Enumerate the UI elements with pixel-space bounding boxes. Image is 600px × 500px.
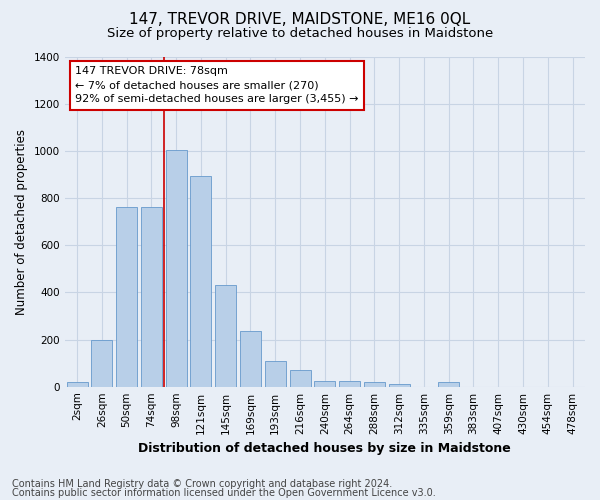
Bar [166, 150, 187, 386]
Text: 147 TREVOR DRIVE: 78sqm
← 7% of detached houses are smaller (270)
92% of semi-de: 147 TREVOR DRIVE: 78sqm ← 7% of detached… [75, 66, 359, 104]
Text: Contains public sector information licensed under the Open Government Licence v3: Contains public sector information licen… [12, 488, 436, 498]
Bar [67, 382, 88, 386]
Y-axis label: Number of detached properties: Number of detached properties [15, 128, 28, 314]
Bar [290, 370, 311, 386]
Bar [240, 332, 261, 386]
Bar [91, 340, 112, 386]
Bar [438, 382, 459, 386]
Bar [265, 360, 286, 386]
Text: 147, TREVOR DRIVE, MAIDSTONE, ME16 0QL: 147, TREVOR DRIVE, MAIDSTONE, ME16 0QL [130, 12, 470, 28]
Bar [141, 208, 162, 386]
Text: Contains HM Land Registry data © Crown copyright and database right 2024.: Contains HM Land Registry data © Crown c… [12, 479, 392, 489]
Bar [389, 384, 410, 386]
Bar [339, 381, 360, 386]
Text: Size of property relative to detached houses in Maidstone: Size of property relative to detached ho… [107, 28, 493, 40]
Bar [364, 382, 385, 386]
Bar [314, 381, 335, 386]
Bar [190, 176, 211, 386]
Bar [215, 286, 236, 386]
X-axis label: Distribution of detached houses by size in Maidstone: Distribution of detached houses by size … [139, 442, 511, 455]
Bar [116, 208, 137, 386]
